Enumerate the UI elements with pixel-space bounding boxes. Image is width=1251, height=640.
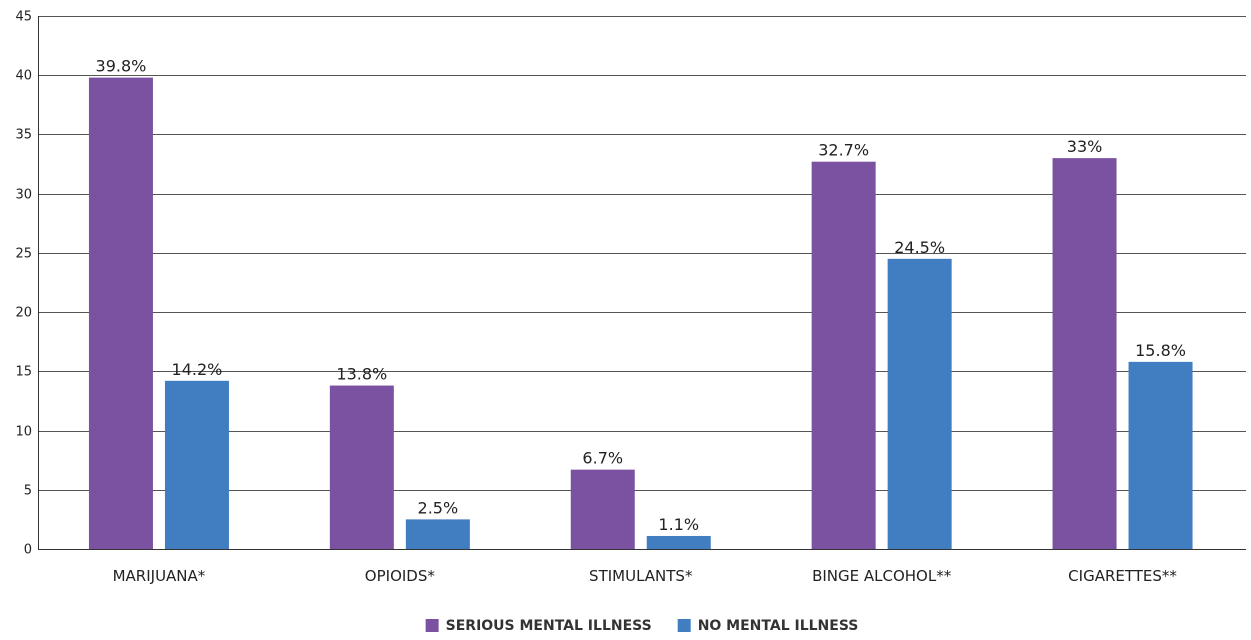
bar-no-mental-illness xyxy=(646,535,711,549)
y-tick-label: 25 xyxy=(15,247,32,262)
y-tick-label: 45 xyxy=(15,10,32,25)
data-label: 33% xyxy=(1067,137,1103,156)
y-tick-label: 40 xyxy=(15,69,32,84)
x-category-label: CIGARETTES** xyxy=(1068,567,1177,585)
legend-swatch xyxy=(425,619,439,632)
bar-no-mental-illness xyxy=(887,258,952,549)
data-label: 24.5% xyxy=(894,238,945,257)
data-label: 2.5% xyxy=(418,498,459,517)
x-category-label: OPIOIDS* xyxy=(365,567,436,585)
data-label: 39.8% xyxy=(96,57,147,76)
y-tick-label: 20 xyxy=(15,306,32,321)
bar-no-mental-illness xyxy=(164,380,229,549)
bar-serious-mental-illness xyxy=(570,469,635,549)
x-category-label: STIMULANTS* xyxy=(589,567,693,585)
legend-label: NO MENTAL ILLNESS xyxy=(698,618,859,634)
bar-no-mental-illness xyxy=(405,519,470,549)
legend-label: SERIOUS MENTAL ILLNESS xyxy=(446,618,652,634)
data-label: 1.1% xyxy=(658,515,699,534)
y-tick-label: 30 xyxy=(15,188,32,203)
y-tick-label: 35 xyxy=(15,128,32,143)
x-category-label: MARIJUANA* xyxy=(113,567,206,585)
y-tick-label: 15 xyxy=(15,365,32,380)
bar-serious-mental-illness xyxy=(1052,158,1117,549)
x-category-label: BINGE ALCOHOL** xyxy=(812,567,952,585)
data-label: 15.8% xyxy=(1135,341,1186,360)
legend-swatch xyxy=(677,619,691,632)
y-tick-label: 10 xyxy=(15,425,32,440)
bar-serious-mental-illness xyxy=(811,161,876,550)
data-label: 14.2% xyxy=(172,360,223,379)
y-tick-label: 5 xyxy=(24,484,32,499)
data-label: 13.8% xyxy=(336,365,387,384)
bar-no-mental-illness xyxy=(1128,361,1193,549)
data-label: 32.7% xyxy=(818,141,869,160)
y-tick-label: 0 xyxy=(24,543,32,558)
bar-serious-mental-illness xyxy=(329,385,394,549)
bar-serious-mental-illness xyxy=(88,77,153,549)
data-label: 6.7% xyxy=(582,449,623,468)
